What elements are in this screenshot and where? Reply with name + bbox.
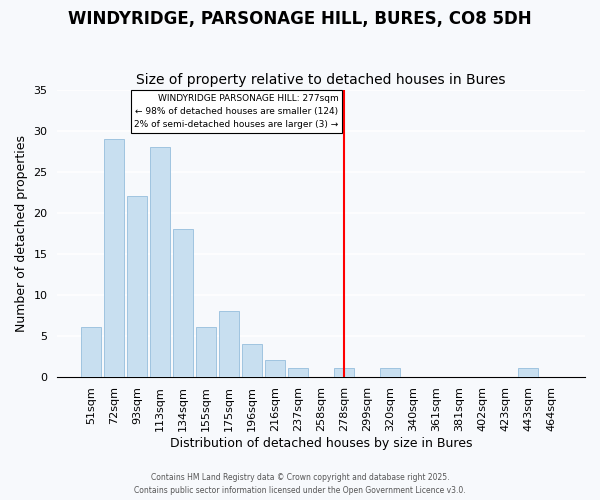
Bar bbox=[82, 328, 101, 376]
Bar bbox=[151, 147, 170, 376]
Bar bbox=[196, 328, 216, 376]
Title: Size of property relative to detached houses in Bures: Size of property relative to detached ho… bbox=[136, 73, 506, 87]
Bar bbox=[265, 360, 285, 376]
Bar bbox=[220, 311, 239, 376]
Text: WINDYRIDGE, PARSONAGE HILL, BURES, CO8 5DH: WINDYRIDGE, PARSONAGE HILL, BURES, CO8 5… bbox=[68, 10, 532, 28]
Bar bbox=[104, 139, 124, 376]
X-axis label: Distribution of detached houses by size in Bures: Distribution of detached houses by size … bbox=[170, 437, 472, 450]
Y-axis label: Number of detached properties: Number of detached properties bbox=[15, 134, 28, 332]
Bar bbox=[242, 344, 262, 376]
Bar bbox=[127, 196, 147, 376]
Text: WINDYRIDGE PARSONAGE HILL: 277sqm
← 98% of detached houses are smaller (124)
2% : WINDYRIDGE PARSONAGE HILL: 277sqm ← 98% … bbox=[134, 94, 338, 129]
Bar bbox=[173, 229, 193, 376]
Text: Contains HM Land Registry data © Crown copyright and database right 2025.
Contai: Contains HM Land Registry data © Crown c… bbox=[134, 474, 466, 495]
Bar bbox=[380, 368, 400, 376]
Bar bbox=[518, 368, 538, 376]
Bar bbox=[289, 368, 308, 376]
Bar bbox=[334, 368, 354, 376]
